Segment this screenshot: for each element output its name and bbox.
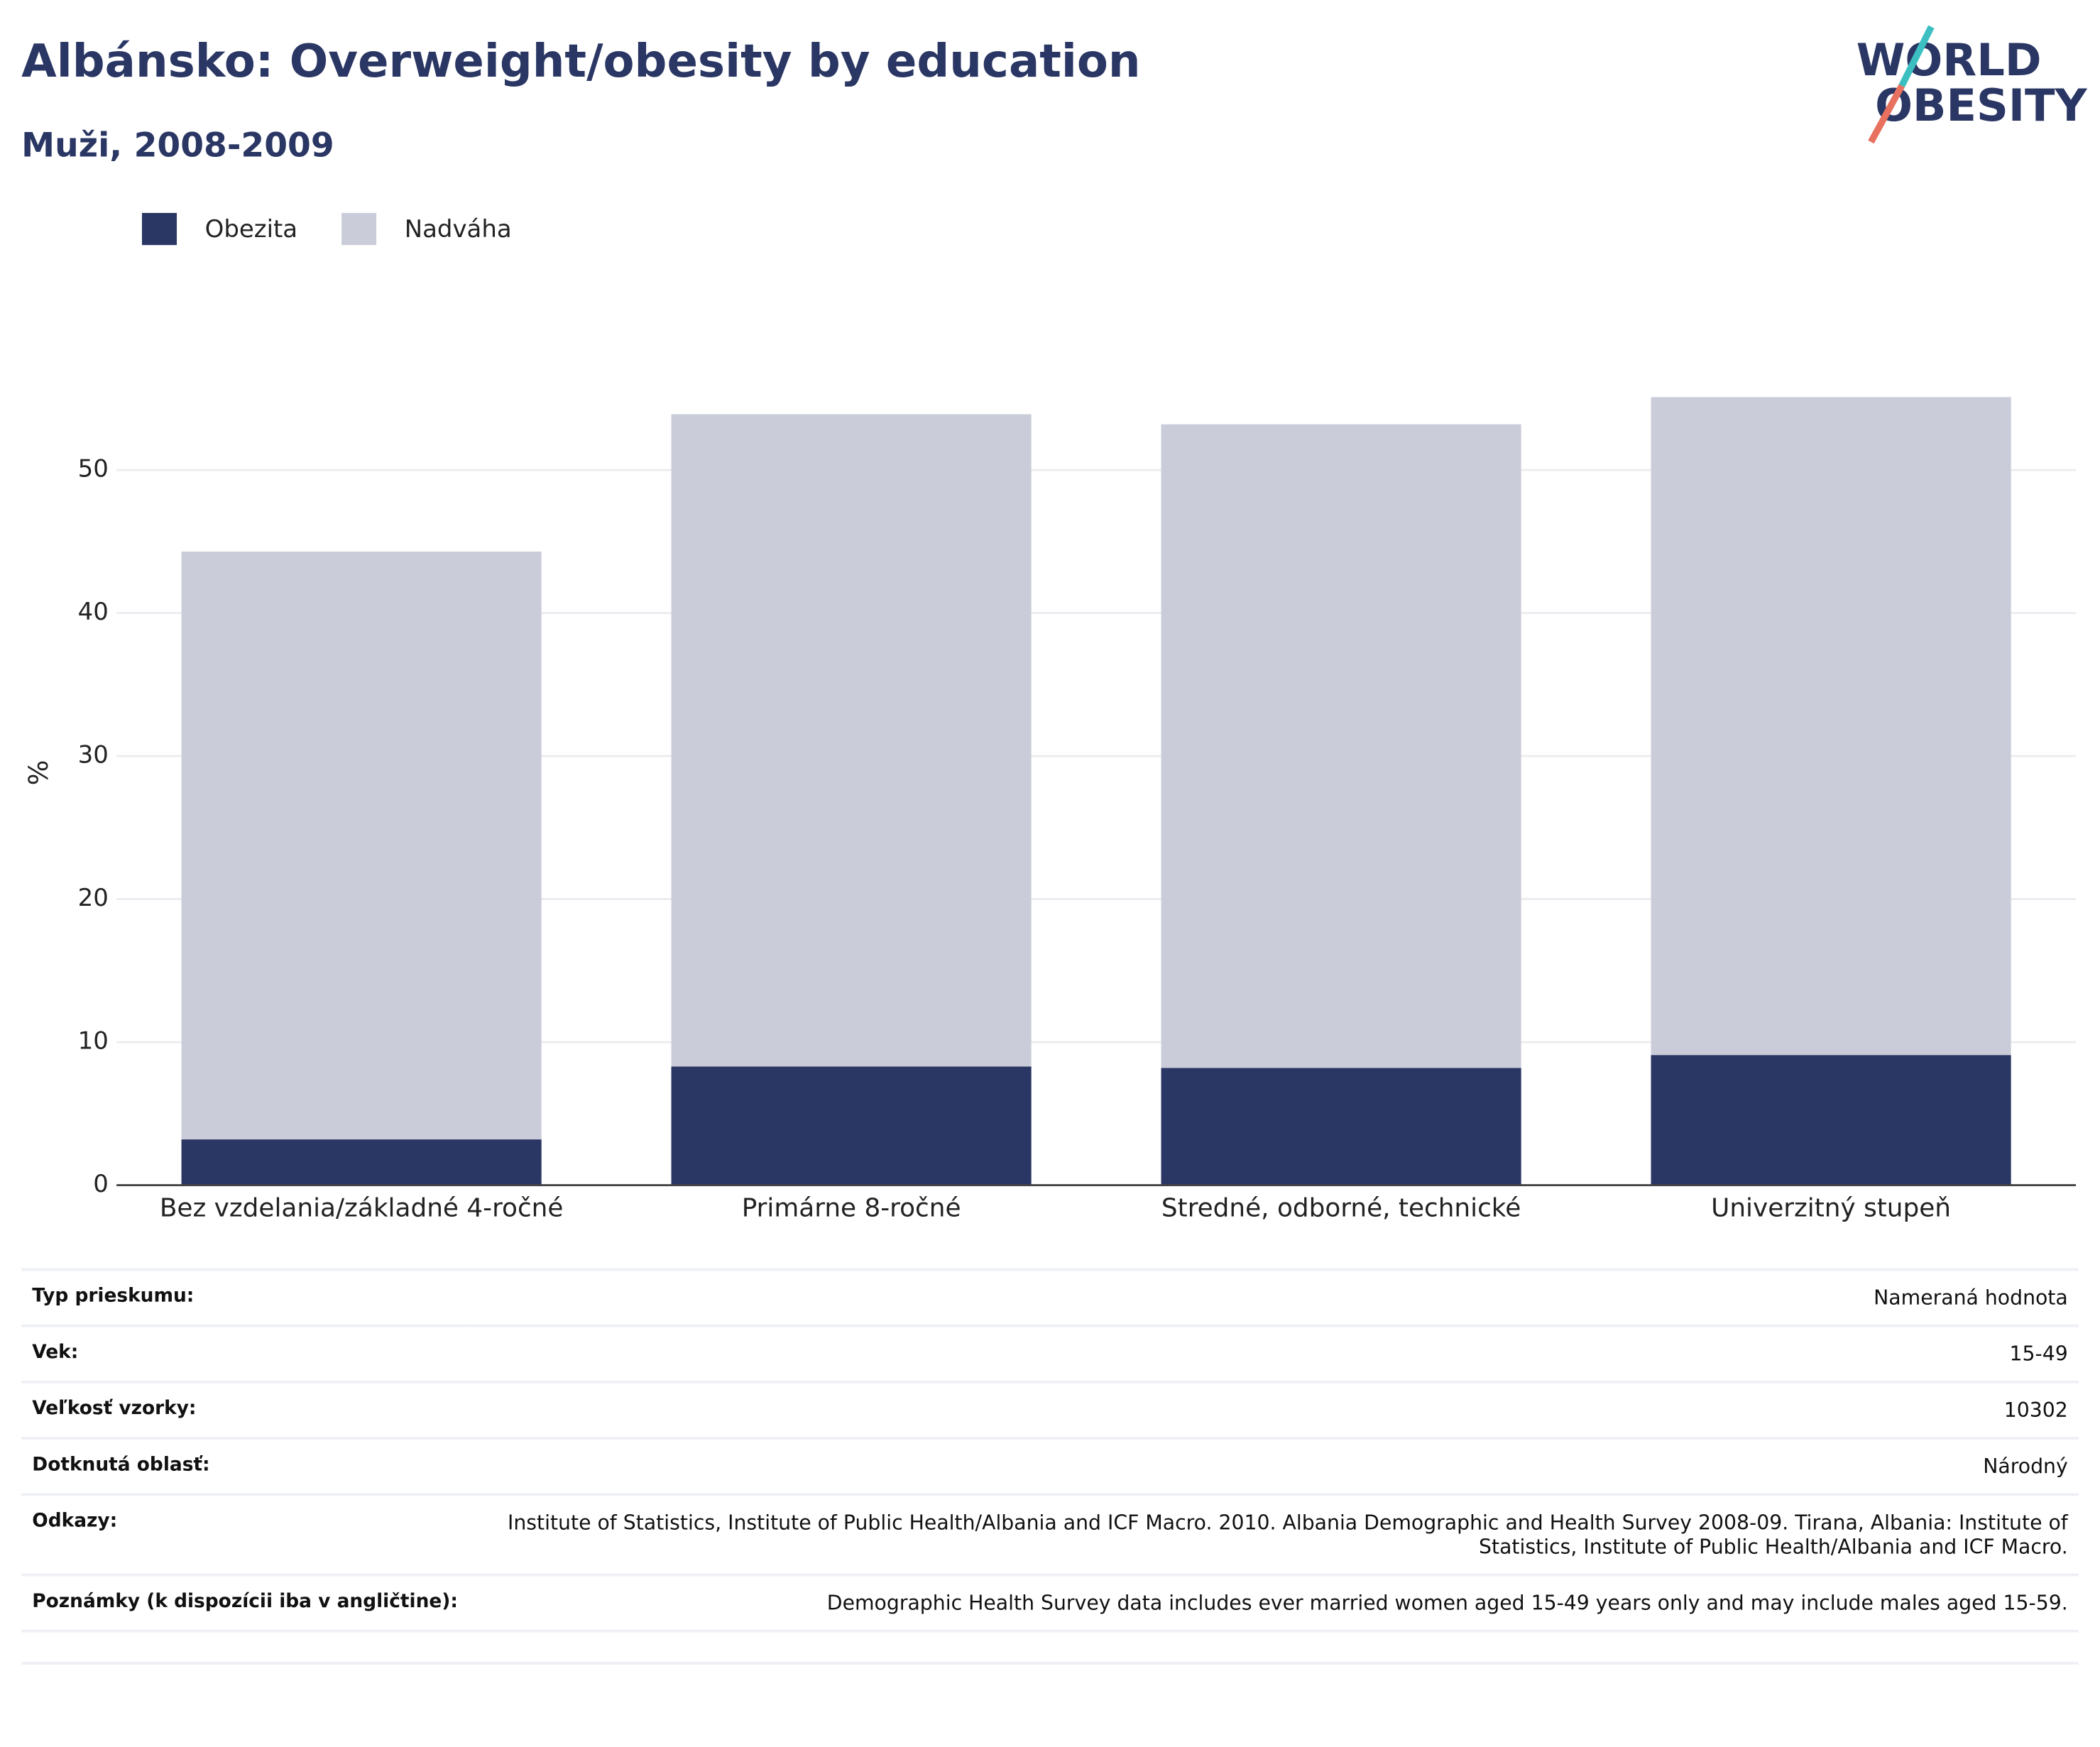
row-value: Nameraná hodnota	[469, 1268, 2079, 1327]
table-row: Veľkosť vzorky: 10302	[21, 1380, 2079, 1440]
row-value: Národný	[469, 1437, 2079, 1496]
bar-segment	[671, 414, 1032, 1067]
logo-slash	[1868, 84, 1905, 144]
bar-segment	[181, 552, 542, 1140]
bar-segment	[1161, 424, 1521, 1068]
legend-label: Obezita	[205, 215, 297, 243]
row-label: Dotknutá oblasť:	[21, 1437, 469, 1496]
y-tick-label: 10	[78, 1027, 109, 1056]
row-value: 15-49	[469, 1324, 2079, 1384]
footnote	[21, 1629, 2079, 1665]
legend-swatch	[141, 212, 177, 246]
y-tick-label: 30	[78, 741, 109, 770]
chart-title: Albánsko: Overweight/obesity by educatio…	[21, 35, 1140, 88]
table-row: Dotknutá oblasť: Národný	[21, 1437, 2079, 1496]
chart-subtitle: Muži, 2008-2009	[21, 126, 334, 165]
bar-segment	[1651, 1055, 2011, 1185]
row-value: 10302	[469, 1380, 2079, 1440]
table-row: Vek: 15-49	[21, 1324, 2079, 1384]
bar-segment	[1161, 1068, 1521, 1185]
row-value: Institute of Statistics, Institute of Pu…	[469, 1493, 2079, 1577]
x-tick-label: Univerzitný stupeň	[1711, 1194, 1951, 1223]
logo: WORLD	[1856, 34, 2042, 86]
legend-swatch	[341, 212, 377, 246]
logo: OBESITY	[1875, 80, 2087, 131]
y-tick-label: 20	[78, 884, 109, 912]
x-tick-label: Bez vzdelania/základné 4-ročné	[160, 1194, 564, 1223]
row-label: Vek:	[21, 1324, 469, 1384]
row-label: Typ prieskumu:	[21, 1268, 469, 1327]
y-tick-label: 40	[78, 598, 109, 626]
row-label: Veľkosť vzorky:	[21, 1380, 469, 1440]
logo-slash	[1898, 25, 1935, 87]
info-table: Typ prieskumu: Nameraná hodnota Vek: 15-49 V…	[21, 1268, 2079, 1665]
chart: Albánsko: Overweight/obesity by educatio…	[21, 25, 2087, 1223]
bar-segment	[1651, 397, 2011, 1056]
table-row: Poznámky (k dispozícii iba v angličtine)…	[21, 1573, 2079, 1633]
row-value: Demographic Health Survey data includes …	[469, 1573, 2079, 1633]
row-label: Odkazy:	[21, 1493, 469, 1577]
table-row: Typ prieskumu: Nameraná hodnota	[21, 1268, 2079, 1327]
row-label: Poznámky (k dispozícii iba v angličtine)…	[21, 1573, 469, 1633]
y-tick-label: 0	[93, 1170, 109, 1198]
x-tick-label: Stredné, odborné, technické	[1161, 1194, 1521, 1223]
bar-segment	[181, 1139, 542, 1185]
y-axis-label: %	[23, 760, 54, 786]
y-tick-label: 50	[78, 455, 109, 483]
table-row: Odkazy: Institute of Statistics, Institut…	[21, 1493, 2079, 1577]
table-row	[21, 1629, 2079, 1665]
bar-segment	[671, 1066, 1032, 1185]
legend-label: Nadváha	[405, 215, 512, 243]
x-tick-label: Primárne 8-ročné	[742, 1194, 961, 1223]
